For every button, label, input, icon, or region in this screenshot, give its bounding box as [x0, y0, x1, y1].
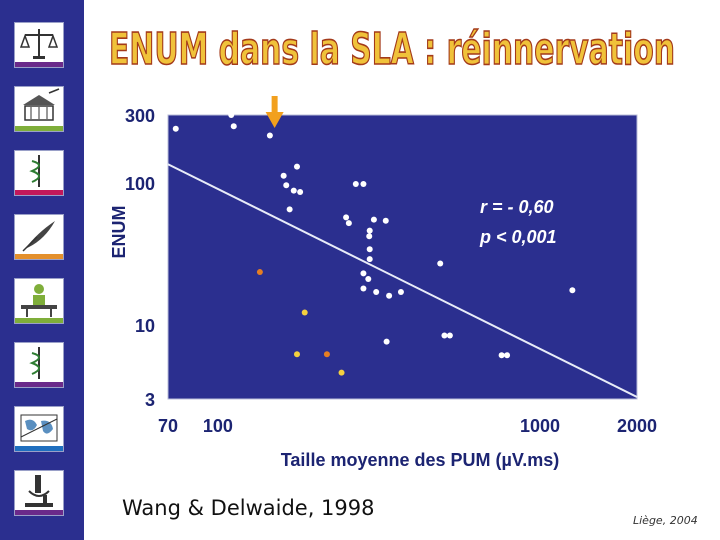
- data-point: [437, 260, 444, 267]
- arrow-head: [265, 112, 284, 128]
- data-point: [366, 246, 373, 253]
- icon-color-stripe: [15, 510, 63, 515]
- data-point: [446, 332, 453, 339]
- data-points: [172, 112, 576, 376]
- y-axis-label: ENUM: [109, 206, 129, 259]
- data-point: [386, 292, 393, 299]
- annotation-r: r = - 0,60: [480, 197, 554, 217]
- regression-line: [167, 163, 638, 398]
- data-point: [343, 214, 350, 221]
- sidebar: [0, 0, 84, 540]
- icon-color-stripe: [15, 382, 63, 387]
- reader-icon: [14, 278, 64, 324]
- data-point: [286, 206, 293, 213]
- data-point: [228, 112, 235, 118]
- slide-title: ENUM dans la SLA : réinnervation: [108, 23, 676, 76]
- data-point: [360, 180, 367, 187]
- data-point: [366, 227, 373, 234]
- data-point: [366, 233, 373, 240]
- world-map-icon: [14, 406, 64, 452]
- icon-color-stripe: [15, 126, 63, 131]
- x-tick-label: 100: [203, 416, 233, 436]
- data-point: [323, 351, 330, 358]
- data-point: [256, 269, 263, 276]
- x-tick-label: 2000: [617, 416, 657, 436]
- data-point: [293, 163, 300, 170]
- slide-title-text: ENUM dans la SLA : réinnervation: [109, 24, 675, 75]
- building-icon: [14, 86, 64, 132]
- data-point: [569, 287, 576, 294]
- data-point: [172, 125, 179, 132]
- balance-scale-icon: [14, 22, 64, 68]
- regression-line-group: [167, 163, 638, 398]
- data-point: [297, 189, 304, 196]
- icon-color-stripe: [15, 318, 63, 323]
- data-point: [383, 338, 390, 345]
- icon-color-stripe: [15, 190, 63, 195]
- data-point: [365, 275, 372, 282]
- data-point: [498, 352, 505, 359]
- y-tick-labels: 300 100 10 3: [125, 106, 155, 410]
- data-point: [283, 182, 290, 189]
- data-point: [352, 180, 359, 187]
- data-point: [280, 172, 287, 179]
- data-point: [301, 309, 308, 316]
- data-point: [397, 289, 404, 296]
- arrow-marker: [265, 96, 284, 128]
- data-point: [360, 270, 367, 277]
- y-tick-label: 300: [125, 106, 155, 126]
- icon-color-stripe: [15, 446, 63, 451]
- caduceus-icon: [14, 342, 64, 388]
- data-point: [441, 332, 448, 339]
- microscope-icon: [14, 470, 64, 516]
- data-point: [290, 187, 297, 194]
- data-point: [266, 132, 273, 139]
- y-tick-label: 10: [135, 316, 155, 336]
- data-point: [382, 217, 389, 224]
- x-tick-labels: 70 100 1000 2000: [158, 416, 657, 436]
- data-point: [230, 123, 237, 130]
- footer-location-date: Liège, 2004: [633, 514, 698, 527]
- data-point: [293, 351, 300, 358]
- y-tick-label: 3: [145, 390, 155, 410]
- plot-frame: [167, 114, 638, 400]
- data-point: [504, 352, 511, 359]
- plot-background: [168, 115, 637, 399]
- citation: Wang & Delwaide, 1998: [122, 496, 375, 520]
- arrow-shaft: [271, 96, 278, 114]
- data-point: [373, 289, 380, 296]
- x-axis-label: Taille moyenne des PUM (µV.ms): [281, 450, 559, 470]
- data-point: [338, 369, 345, 376]
- data-point: [345, 220, 352, 227]
- data-point: [370, 216, 377, 223]
- x-tick-label: 1000: [520, 416, 560, 436]
- annotation-p: p < 0,001: [479, 227, 557, 247]
- data-point: [360, 285, 367, 292]
- quill-pen-icon: [14, 214, 64, 260]
- x-tick-label: 70: [158, 416, 178, 436]
- data-point: [366, 256, 373, 263]
- y-tick-label: 100: [125, 174, 155, 194]
- caduceus-icon: [14, 150, 64, 196]
- icon-color-stripe: [15, 254, 63, 259]
- icon-color-stripe: [15, 62, 63, 67]
